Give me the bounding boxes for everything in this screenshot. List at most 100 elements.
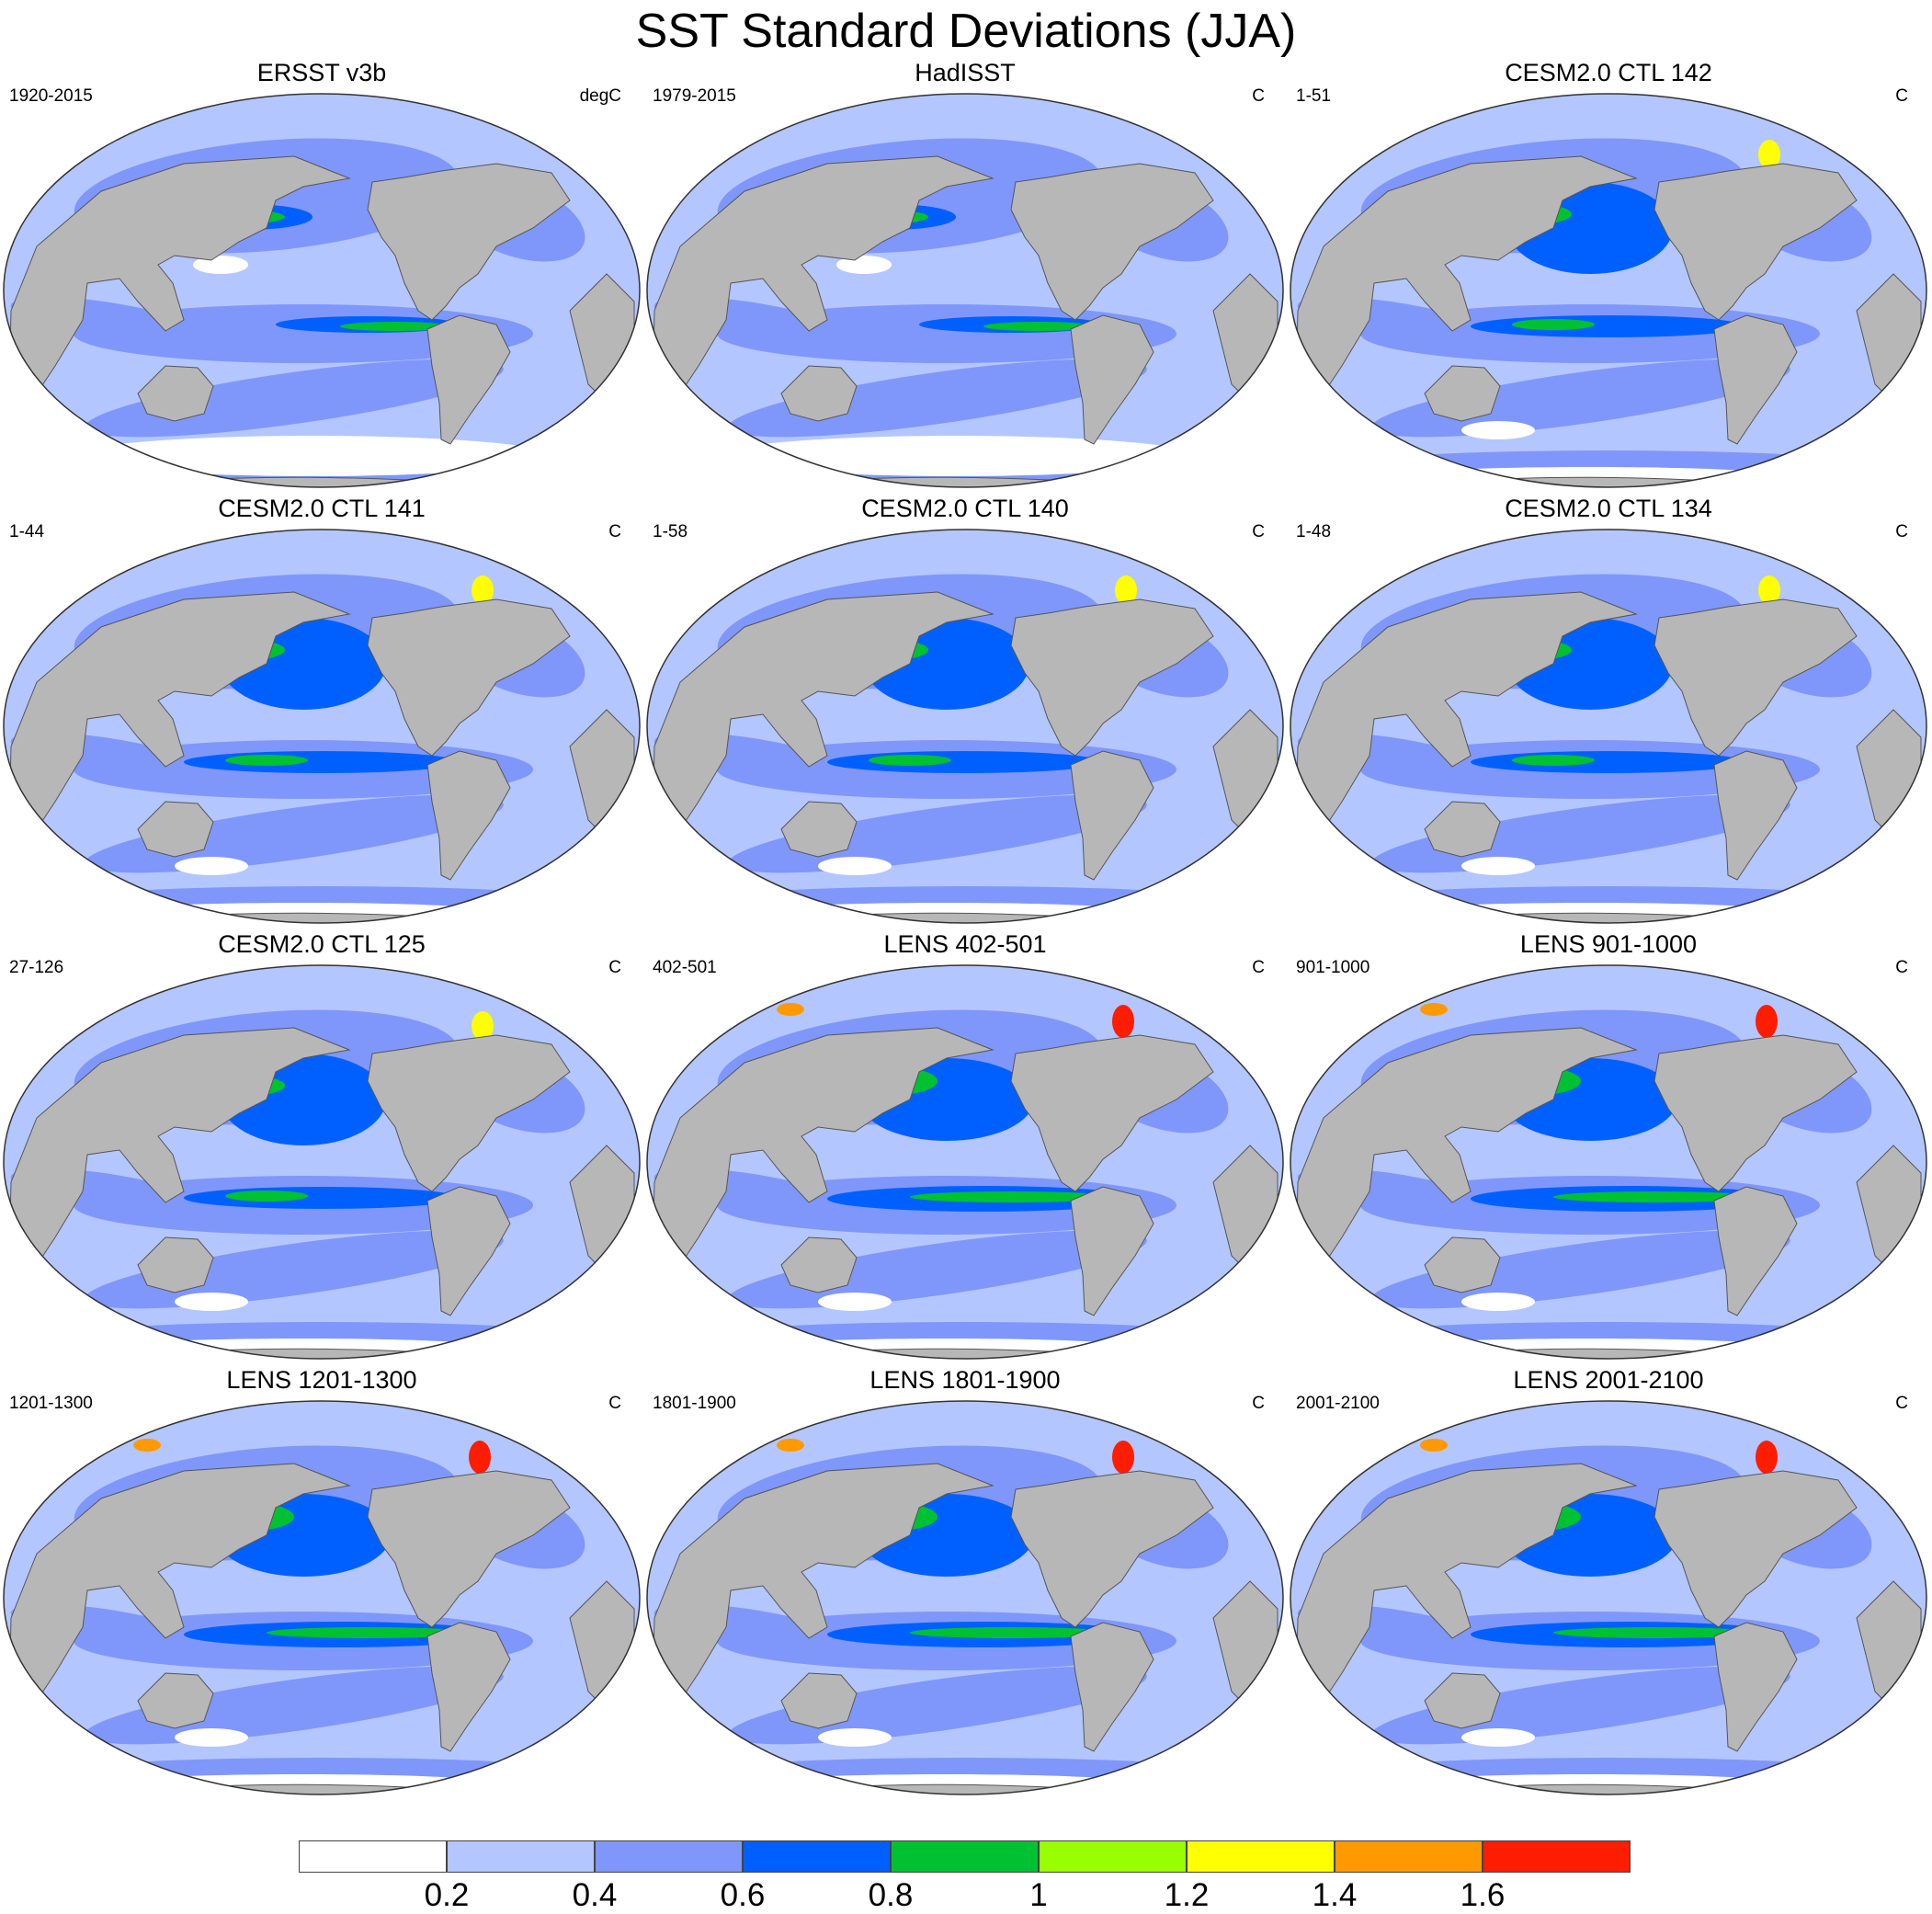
north-america-landmass [1010, 598, 1214, 757]
equatorial-pacific-core [1471, 751, 1746, 773]
map-panel: CESM2.0 CTL 125 27-126 C [0, 930, 643, 1362]
antarctica-landmass [752, 912, 1178, 923]
labrador-hotspot [469, 1441, 491, 1474]
colorbar-swatch [595, 1840, 743, 1873]
map-panel: CESM2.0 CTL 142 1-51 C [1287, 59, 1930, 491]
south-pacific-low [818, 857, 892, 875]
labrador-hotspot [472, 1011, 494, 1041]
ocean-field [1290, 530, 1926, 923]
panel-units: C [608, 1394, 621, 1413]
world-map [3, 93, 641, 488]
world-map [646, 1400, 1284, 1795]
map-panel: LENS 2001-2100 2001-2100 C [1287, 1366, 1930, 1798]
colorbar-swatch [1483, 1840, 1631, 1873]
map-panel: CESM2.0 CTL 140 1-58 C [643, 495, 1287, 927]
antarctica-landmass [108, 1348, 535, 1359]
australia-landmass [137, 801, 214, 858]
south-pacific-low [1461, 1293, 1535, 1311]
asia-landmass [8, 591, 351, 830]
panel-title: ERSST v3b [256, 59, 387, 86]
panel-units: C [1895, 522, 1908, 541]
colorbar-label: 1.2 [1164, 1877, 1210, 1913]
asia-landmass [652, 1463, 994, 1702]
world-map [3, 964, 641, 1360]
ocean-field [647, 1401, 1283, 1794]
north-america-landmass [1654, 163, 1858, 321]
map-outline [1290, 93, 1927, 488]
australia-landmass [780, 1236, 858, 1293]
map-panel: ERSST v3b 1920-2015 degC [0, 59, 643, 491]
antarctica-landmass [752, 476, 1178, 487]
world-map [1290, 964, 1927, 1360]
south-america-landmass [426, 1622, 511, 1752]
south-pacific-low [818, 1728, 892, 1747]
australia-landmass [137, 1236, 214, 1293]
south-america-landmass [1713, 314, 1798, 445]
world-map [1290, 93, 1927, 488]
australia-landmass [1424, 365, 1501, 422]
arctic-edge-hotspot [777, 1003, 804, 1016]
map-outline [646, 93, 1284, 488]
south-america-landmass [1070, 314, 1154, 445]
world-map [3, 1400, 641, 1795]
map-outline [646, 529, 1284, 924]
panel-period: 901-1000 [1296, 958, 1370, 977]
south-pacific-low [175, 1293, 248, 1311]
north-america-landmass [1654, 598, 1858, 757]
labrador-hotspot [1115, 575, 1137, 605]
ocean-field [1290, 1401, 1926, 1794]
equatorial-pacific-core-inner [340, 322, 450, 331]
equatorial-pacific-core-inner [1553, 1627, 1756, 1638]
panel-title: CESM2.0 CTL 142 [1505, 59, 1712, 86]
southern-ocean-low [717, 436, 1195, 476]
map-outline [1290, 1400, 1927, 1795]
asia-landmass [1295, 591, 1638, 830]
colorbar-label: 1.6 [1460, 1877, 1506, 1913]
south-pacific-low [1461, 1728, 1535, 1747]
labrador-hotspot [472, 575, 494, 605]
panel-title: LENS 402-501 [883, 930, 1047, 958]
ocean-field [1290, 94, 1926, 487]
north-america-landmass [367, 1034, 571, 1192]
panel-title: HadISST [915, 59, 1016, 86]
antarctica-landmass [1395, 912, 1822, 923]
north-america-landmass [1654, 1470, 1858, 1628]
map-panel: LENS 901-1000 901-1000 C [1287, 930, 1930, 1362]
map-outline [646, 964, 1284, 1360]
panel-title: CESM2.0 CTL 125 [218, 930, 426, 958]
colorbar-label: 0.2 [424, 1877, 470, 1913]
equatorial-pacific-core-inner [869, 755, 951, 766]
panel-period: 1-58 [653, 522, 688, 541]
australia-landmass [137, 365, 214, 422]
figure-title: SST Standard Deviations (JJA) [635, 5, 1297, 58]
panel-units: C [1895, 86, 1908, 106]
equatorial-pacific-core-inner [910, 1627, 1112, 1638]
ocean-field [4, 1401, 640, 1794]
panel-period: 1801-1900 [653, 1394, 736, 1413]
antarctica-landmass [108, 1783, 535, 1794]
arctic-edge-hotspot [777, 1439, 804, 1452]
australia-landmass [1424, 1672, 1501, 1729]
colorbar-swatch [447, 1840, 595, 1873]
world-map [646, 964, 1284, 1360]
map-outline [1290, 529, 1927, 924]
labrador-hotspot [1756, 1441, 1778, 1474]
australia-landmass [1424, 801, 1501, 858]
map-outline [1290, 964, 1927, 1360]
map-outline [646, 1400, 1284, 1795]
panel-title: LENS 1201-1300 [226, 1366, 417, 1394]
panel-period: 1979-2015 [653, 86, 736, 106]
colorbar-label: 0.6 [720, 1877, 766, 1913]
tropical-low [193, 256, 248, 274]
equatorial-pacific-core-inner [983, 322, 1094, 331]
panel-period: 1201-1300 [9, 1394, 93, 1413]
labrador-hotspot [1756, 1005, 1778, 1038]
equatorial-pacific-core [827, 751, 1103, 773]
australia-landmass [1424, 1236, 1501, 1293]
colorbar-label: 1 [1029, 1877, 1048, 1913]
tropical-low [836, 256, 892, 274]
world-map [646, 93, 1284, 488]
south-america-landmass [1070, 1622, 1154, 1752]
panel-units: C [1895, 1394, 1908, 1413]
antarctica-landmass [1395, 476, 1822, 487]
